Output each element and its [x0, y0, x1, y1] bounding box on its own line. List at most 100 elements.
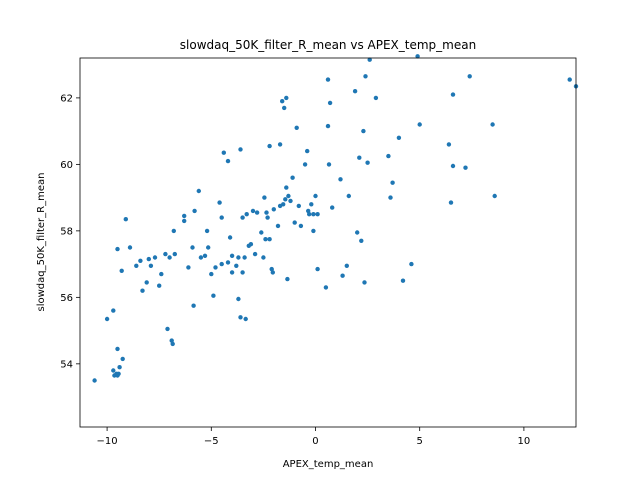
data-point [267, 237, 272, 242]
data-point [415, 54, 420, 59]
data-point [159, 271, 164, 277]
data-point [290, 175, 295, 180]
data-point [467, 74, 472, 79]
x-tick-label: 10 [518, 436, 531, 447]
data-point [363, 74, 368, 79]
data-point [352, 89, 358, 94]
data-point [284, 185, 289, 190]
data-point [327, 100, 333, 106]
data-point [325, 77, 331, 82]
y-tick-label: 60 [60, 160, 73, 171]
data-point [400, 278, 406, 283]
data-point [281, 202, 286, 207]
data-point [365, 160, 370, 165]
data-point [198, 255, 204, 260]
data-point [265, 215, 270, 220]
y-tick-label: 54 [60, 359, 73, 370]
data-point [262, 195, 267, 200]
data-point [359, 238, 364, 243]
data-point [229, 270, 235, 275]
data-point [248, 242, 254, 247]
data-point [219, 261, 224, 267]
data-point [275, 223, 281, 229]
data-point [270, 270, 275, 275]
data-point [292, 220, 297, 225]
data-point [313, 193, 318, 199]
data-point [386, 153, 391, 159]
data-point [267, 143, 272, 149]
data-point [271, 207, 276, 212]
data-point [294, 125, 299, 130]
data-point [111, 308, 116, 313]
data-point [306, 208, 311, 214]
data-point [234, 263, 239, 268]
data-point [204, 228, 210, 234]
data-point [120, 356, 125, 362]
data-point [315, 266, 320, 272]
data-point [213, 265, 218, 270]
data-point [148, 263, 154, 268]
data-point [165, 326, 170, 332]
data-point [217, 200, 222, 205]
x-tick-label: 5 [417, 436, 423, 447]
data-point [242, 255, 247, 260]
y-tick-label: 56 [60, 293, 73, 304]
y-tick-label: 58 [60, 226, 73, 237]
data-point [244, 212, 249, 217]
data-point [323, 285, 329, 290]
data-point [182, 213, 187, 219]
data-point [117, 365, 122, 370]
data-point [357, 155, 362, 160]
data-point [240, 215, 245, 220]
data-point [307, 212, 312, 217]
data-point [396, 135, 402, 140]
data-point [134, 263, 139, 268]
data-point [170, 341, 175, 347]
data-point [330, 205, 335, 210]
data-point [209, 271, 214, 277]
data-point [104, 316, 110, 322]
x-axis-ticks: −10 −5 0 5 10 [97, 427, 531, 447]
data-point [309, 202, 314, 207]
data-point [285, 276, 290, 282]
data-point [152, 255, 158, 260]
data-point [355, 230, 360, 235]
data-point [261, 255, 266, 260]
data-point [288, 198, 293, 204]
data-point [417, 122, 422, 127]
data-point [163, 251, 168, 257]
data-point [315, 212, 320, 217]
data-point [361, 128, 366, 134]
data-point [171, 228, 176, 234]
y-tick-label: 62 [60, 93, 73, 104]
data-point [111, 368, 116, 373]
data-point [238, 315, 243, 320]
data-point [144, 280, 149, 285]
x-tick-label: −5 [204, 436, 219, 447]
data-point [227, 235, 233, 240]
data-point [490, 122, 495, 127]
x-tick-label: −10 [97, 436, 118, 447]
data-point [123, 217, 128, 222]
data-point [206, 245, 211, 250]
data-point [169, 338, 174, 343]
data-point [225, 260, 231, 265]
data-point [196, 188, 201, 194]
data-point [146, 256, 151, 262]
data-point [283, 197, 288, 202]
data-point [567, 77, 572, 82]
data-point [311, 212, 316, 217]
data-point [390, 180, 395, 185]
y-axis-ticks: 54 56 58 60 62 [60, 93, 80, 370]
data-point [115, 246, 120, 252]
data-point [250, 208, 256, 214]
data-point [127, 245, 133, 250]
data-point [325, 123, 331, 129]
data-point [219, 215, 224, 220]
data-point [409, 261, 414, 267]
data-point [140, 288, 145, 293]
data-point [192, 208, 197, 214]
data-point [236, 255, 241, 260]
data-point [238, 147, 243, 152]
data-point [388, 195, 393, 200]
